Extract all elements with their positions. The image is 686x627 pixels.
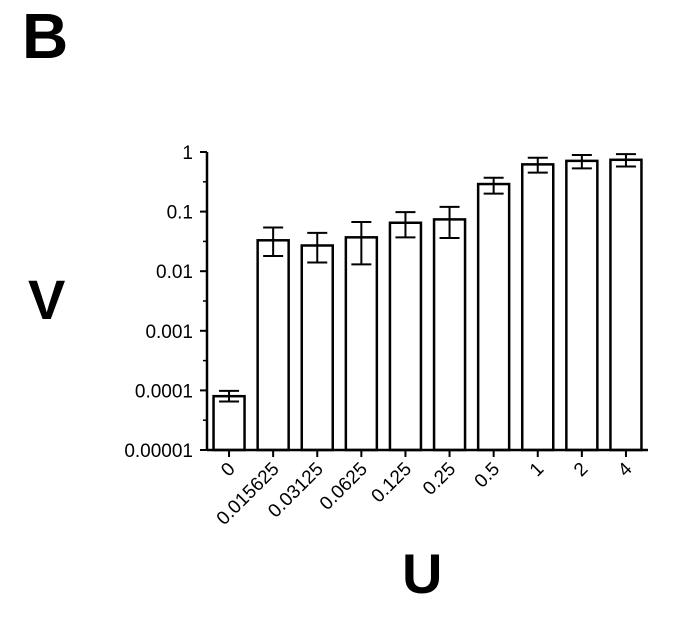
bar-5 (432, 218, 467, 452)
error-bar-3 (351, 220, 372, 266)
x-tick-label-6: 0.5 (471, 459, 505, 493)
x-tick-label-0: 0 (217, 459, 239, 481)
y-tick-label-5: 0.00001 (124, 441, 193, 462)
y-tick-label-2: 0.01 (156, 262, 193, 283)
x-tick-label-8: 2 (570, 459, 592, 481)
bar-8 (565, 159, 599, 452)
bar-6 (476, 182, 511, 452)
error-bars-group (219, 153, 636, 403)
bar-1 (256, 239, 290, 452)
error-bar-6 (483, 176, 504, 195)
x-tick-label-3: 0.0625 (316, 459, 372, 515)
error-bar-4 (395, 211, 416, 239)
error-bar-0 (219, 389, 240, 403)
error-bar-8 (571, 154, 592, 170)
y-axis-label: V (28, 268, 66, 331)
y-axis: 1 0.1 0.01 0.001 0.0001 0.00001 (124, 143, 209, 462)
x-tick-label-4: 0.125 (368, 459, 416, 507)
x-tick-label-7: 1 (526, 459, 548, 481)
error-bar-1 (263, 226, 284, 257)
bar-3 (344, 236, 379, 452)
bar-7 (521, 163, 555, 452)
y-tick-label-3: 0.001 (145, 322, 193, 343)
bars-group (212, 158, 643, 452)
y-tick-label-1: 0.1 (167, 203, 193, 224)
bar-4 (388, 221, 423, 452)
bar-9 (609, 158, 643, 452)
error-bar-7 (527, 156, 548, 174)
panel-label: B (22, 0, 69, 72)
x-tick-label-5: 0.25 (419, 459, 460, 500)
y-tick-label-4: 0.0001 (135, 381, 193, 402)
error-bar-2 (307, 231, 328, 264)
error-bar-5 (439, 205, 460, 240)
bar-0 (212, 394, 246, 452)
error-bar-9 (615, 153, 636, 168)
bar-2 (300, 244, 334, 452)
x-axis-label: U (402, 542, 443, 605)
y-tick-label-0: 1 (182, 143, 193, 164)
x-tick-label-9: 4 (614, 458, 637, 481)
